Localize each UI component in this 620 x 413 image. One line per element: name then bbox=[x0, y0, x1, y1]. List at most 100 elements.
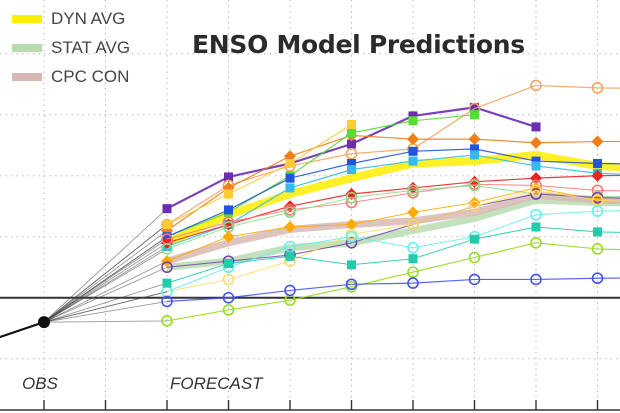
data-point-circle bbox=[468, 251, 481, 264]
data-point-circle bbox=[222, 304, 235, 316]
data-point-diamond bbox=[407, 133, 419, 146]
data-point-circle bbox=[468, 179, 481, 192]
data-point-circle bbox=[407, 184, 419, 197]
obs-connector-line bbox=[43, 282, 168, 323]
obs-connector-line bbox=[43, 224, 168, 323]
data-point-square bbox=[531, 122, 541, 132]
data-point-circle bbox=[530, 273, 542, 286]
legend-label: STAT AVG bbox=[51, 37, 131, 57]
data-point-square bbox=[347, 128, 356, 138]
legend-swatch bbox=[12, 43, 42, 52]
data-point-diamond bbox=[530, 136, 542, 149]
data-point-square bbox=[162, 220, 172, 230]
data-point-square bbox=[285, 159, 295, 169]
chart-title: ENSO Model Predictions bbox=[192, 30, 525, 59]
data-point-square bbox=[347, 139, 356, 149]
data-point-square bbox=[285, 183, 295, 193]
data-point-diamond bbox=[222, 230, 235, 243]
obs-connector-line bbox=[43, 266, 168, 323]
model-series-line bbox=[166, 277, 620, 302]
data-point-circle bbox=[345, 278, 358, 291]
obs-connector-line bbox=[43, 300, 168, 323]
data-point-square bbox=[470, 110, 479, 120]
data-point-diamond bbox=[345, 218, 358, 231]
data-point-square bbox=[408, 116, 418, 126]
data-point-square bbox=[470, 150, 479, 160]
legend-swatch bbox=[12, 72, 42, 81]
data-point-square bbox=[162, 204, 172, 214]
legend-label: DYN AVG bbox=[51, 8, 126, 28]
data-point-square bbox=[593, 227, 602, 237]
cpc-con-series-line bbox=[166, 191, 620, 265]
model-series-line bbox=[166, 114, 475, 238]
data-point-square bbox=[285, 251, 295, 261]
data-point-diamond bbox=[591, 135, 604, 148]
data-point-square bbox=[162, 278, 172, 288]
data-point-square bbox=[470, 234, 479, 244]
data-point-circle bbox=[591, 82, 604, 94]
data-point-diamond bbox=[468, 133, 481, 146]
data-point-square bbox=[470, 144, 479, 154]
data-point-square bbox=[347, 159, 356, 169]
data-point-circle bbox=[284, 284, 296, 297]
data-point-circle bbox=[468, 200, 481, 213]
legend-swatch bbox=[12, 14, 42, 23]
data-point-circle bbox=[530, 237, 542, 249]
data-point-circle bbox=[345, 237, 358, 249]
data-point-circle bbox=[161, 261, 173, 274]
legend-item-stat-avg: STAT AVG bbox=[12, 33, 130, 62]
data-point-circle bbox=[161, 243, 173, 255]
model-series-line bbox=[166, 183, 620, 240]
data-point-circle bbox=[530, 208, 542, 221]
data-point-circle bbox=[222, 273, 235, 286]
legend-item-cpc-con: CPC CON bbox=[12, 62, 130, 91]
obs-connector-line bbox=[43, 260, 168, 323]
data-point-square bbox=[408, 111, 418, 121]
data-point-square bbox=[224, 259, 233, 269]
data-point-square bbox=[531, 161, 541, 171]
data-point-circle bbox=[161, 295, 173, 308]
data-point-square bbox=[408, 156, 418, 166]
data-point-square bbox=[162, 232, 172, 242]
obs-connector-line bbox=[43, 291, 168, 323]
data-point-square bbox=[347, 119, 356, 129]
data-point-diamond bbox=[284, 220, 296, 233]
data-point-square bbox=[408, 146, 418, 156]
data-point-diamond bbox=[591, 169, 604, 182]
obs-connector-line bbox=[43, 248, 168, 323]
data-point-circle bbox=[468, 273, 481, 286]
obs-connector-line bbox=[43, 320, 168, 323]
data-point-square bbox=[531, 156, 541, 166]
data-point-square bbox=[224, 205, 233, 215]
data-point-circle bbox=[345, 191, 358, 204]
data-point-circle bbox=[407, 277, 419, 289]
data-point-circle bbox=[530, 79, 542, 92]
data-point-circle bbox=[161, 315, 173, 327]
obs-connector-line bbox=[43, 238, 168, 323]
data-point-circle bbox=[284, 206, 296, 219]
data-point-square bbox=[593, 159, 602, 169]
observed-point bbox=[38, 316, 50, 329]
data-point-square bbox=[224, 189, 233, 199]
x-label-obs: OBS bbox=[22, 374, 58, 393]
data-point-circle bbox=[345, 147, 358, 160]
data-point-square bbox=[470, 102, 479, 112]
observed-line bbox=[0, 321, 45, 339]
data-point-square bbox=[408, 254, 418, 264]
data-point-circle bbox=[345, 230, 358, 243]
model-series-line bbox=[166, 210, 620, 293]
data-point-circle bbox=[407, 241, 419, 254]
legend-item-dyn-avg: DYN AVG bbox=[12, 4, 130, 33]
data-point-circle bbox=[407, 266, 419, 278]
data-point-diamond bbox=[407, 206, 419, 219]
legend: DYN AVG STAT AVG CPC CON bbox=[12, 4, 130, 91]
data-point-circle bbox=[530, 184, 542, 197]
model-series-line bbox=[166, 242, 620, 322]
data-point-square bbox=[347, 260, 356, 270]
data-point-circle bbox=[222, 291, 235, 304]
obs-connector-line bbox=[43, 230, 168, 323]
obs-connector-line bbox=[43, 242, 168, 323]
data-point-circle bbox=[407, 218, 419, 231]
